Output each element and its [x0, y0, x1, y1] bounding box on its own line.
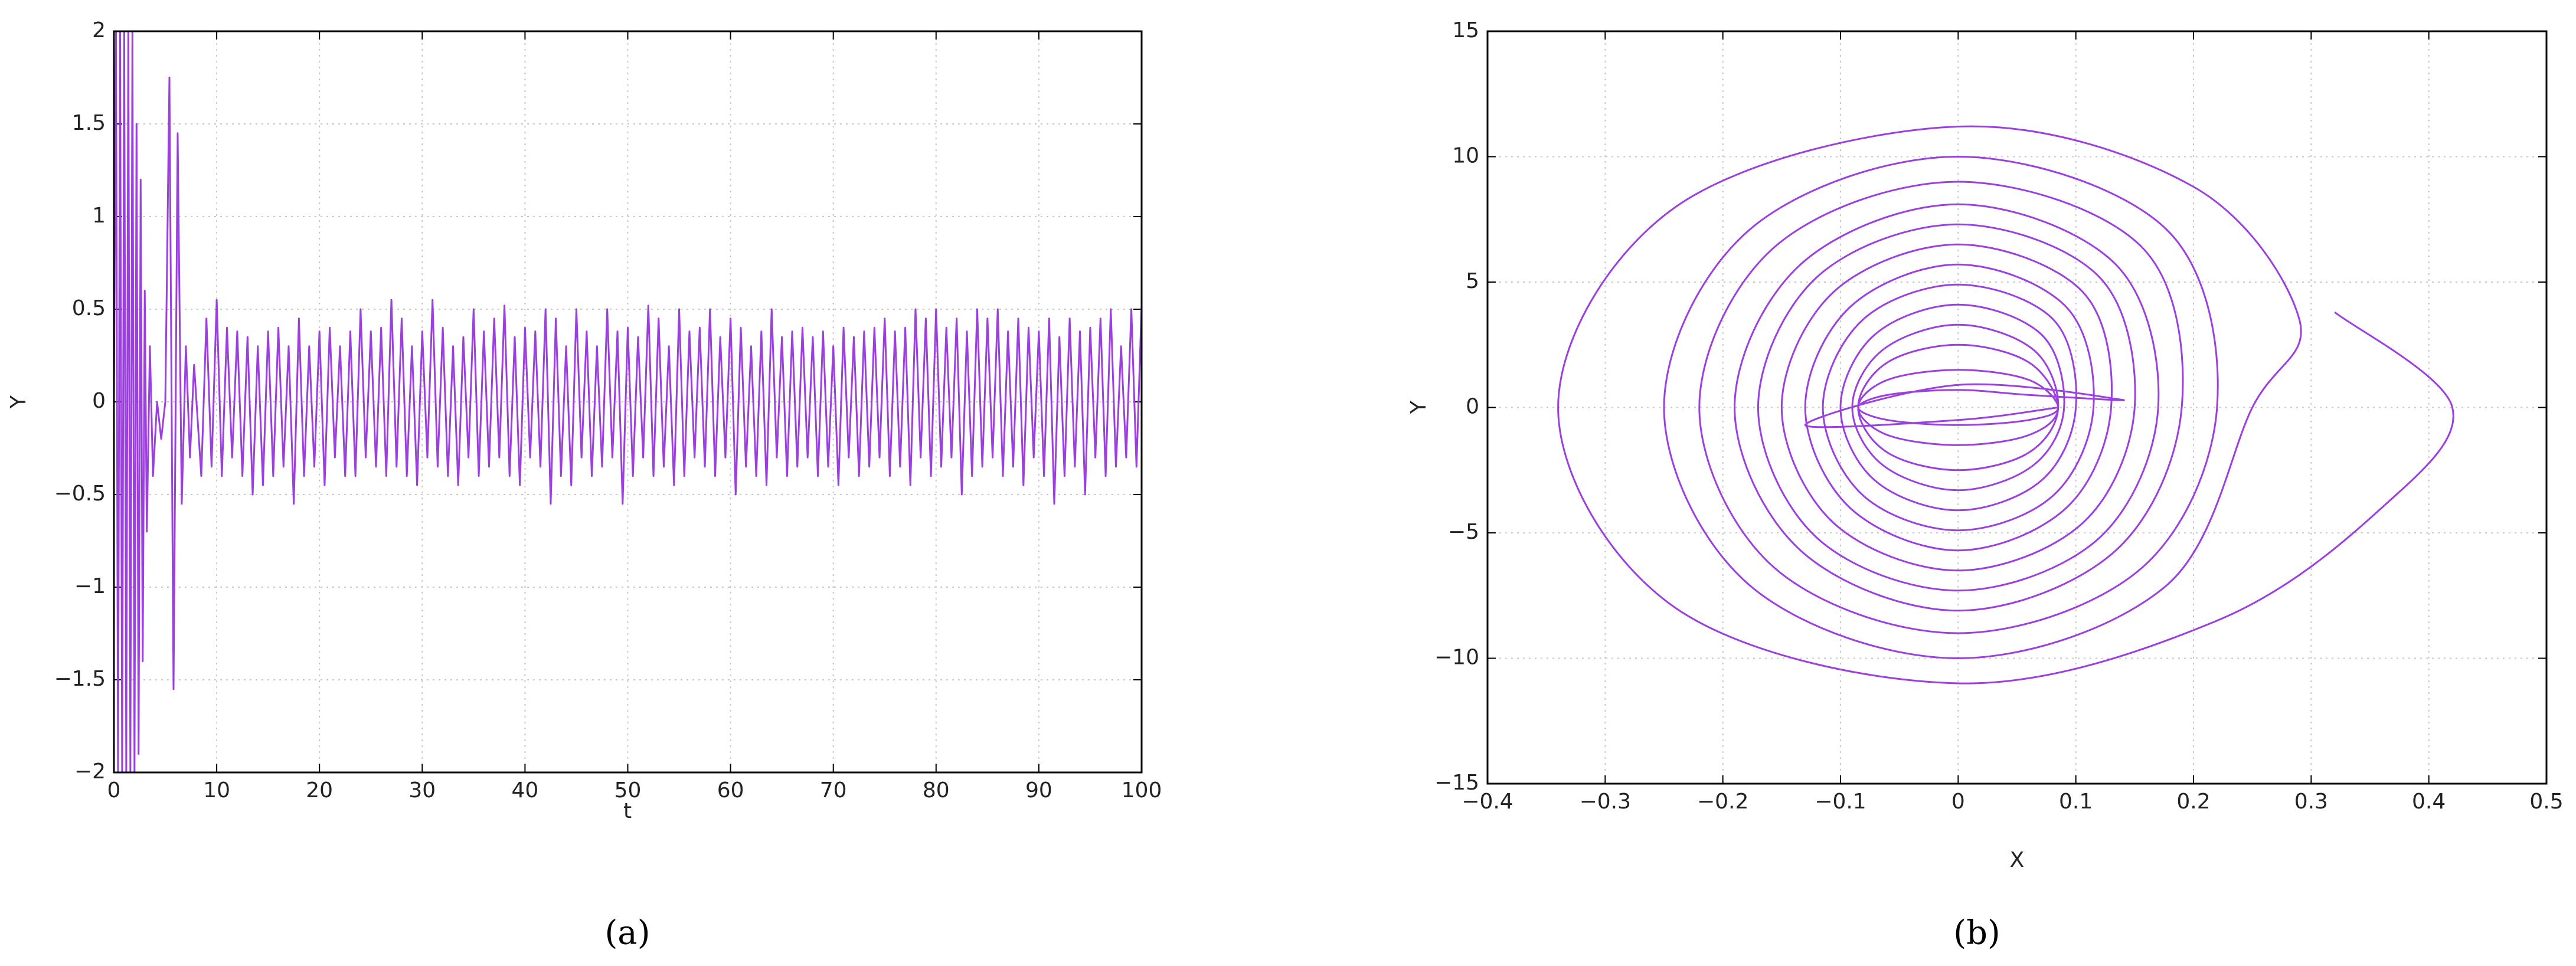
y-tick-label: 0.5 — [72, 296, 106, 320]
y-tick-label: −1 — [74, 574, 106, 598]
y-tick-label: −0.5 — [54, 482, 106, 506]
x-tick-label: 0.5 — [2529, 790, 2563, 814]
x-tick-label: −0.1 — [1815, 790, 1866, 814]
y-tick-label: −5 — [1448, 520, 1479, 544]
x-tick-label: 0.3 — [2294, 790, 2328, 814]
x-tick-label: −0.3 — [1580, 790, 1631, 814]
x-tick-label: 0 — [107, 778, 121, 803]
x-tick-label: 100 — [1122, 778, 1162, 803]
y-tick-label: 1.5 — [72, 111, 106, 135]
y-tick-label: 10 — [1452, 144, 1479, 168]
x-tick-label: 50 — [614, 778, 642, 803]
data-line — [1557, 125, 2454, 685]
x-tick-label: 60 — [717, 778, 744, 803]
x-tick-label: 90 — [1025, 778, 1052, 803]
x-tick-label: 0.4 — [2412, 790, 2446, 814]
x-tick-label: −0.2 — [1697, 790, 1748, 814]
y-tick-label: 1 — [92, 204, 106, 228]
y-tick-label: 15 — [1452, 18, 1479, 42]
y-tick-label: 0 — [1466, 395, 1479, 419]
x-tick-label: 40 — [511, 778, 538, 803]
y-tick-label: 0 — [92, 389, 106, 413]
x-tick-label: 0 — [1951, 790, 1965, 814]
x-tick-label: 70 — [820, 778, 847, 803]
caption: (a) — [604, 914, 650, 952]
x-axis-label: t — [623, 799, 632, 823]
y-tick-label: −15 — [1434, 771, 1479, 795]
x-tick-label: 30 — [408, 778, 436, 803]
x-tick-label: −0.4 — [1462, 790, 1513, 814]
caption: (b) — [1953, 914, 2000, 952]
data-line — [114, 31, 1142, 772]
y-tick-label: −1.5 — [54, 667, 106, 691]
y-axis-label: Y — [6, 395, 31, 409]
y-axis-label: Y — [1407, 400, 1431, 414]
plot-frame — [1486, 30, 2548, 785]
x-tick-label: 0.1 — [2059, 790, 2093, 814]
x-tick-label: 80 — [923, 778, 950, 803]
y-tick-label: −2 — [74, 759, 106, 784]
x-axis-label: X — [2010, 848, 2025, 872]
y-tick-label: −10 — [1434, 646, 1479, 670]
plot-frame — [113, 30, 1143, 774]
x-tick-label: 0.2 — [2176, 790, 2210, 814]
x-tick-label: 10 — [203, 778, 230, 803]
y-tick-label: 2 — [92, 18, 106, 42]
x-tick-label: 20 — [306, 778, 333, 803]
y-tick-label: 5 — [1466, 269, 1479, 293]
